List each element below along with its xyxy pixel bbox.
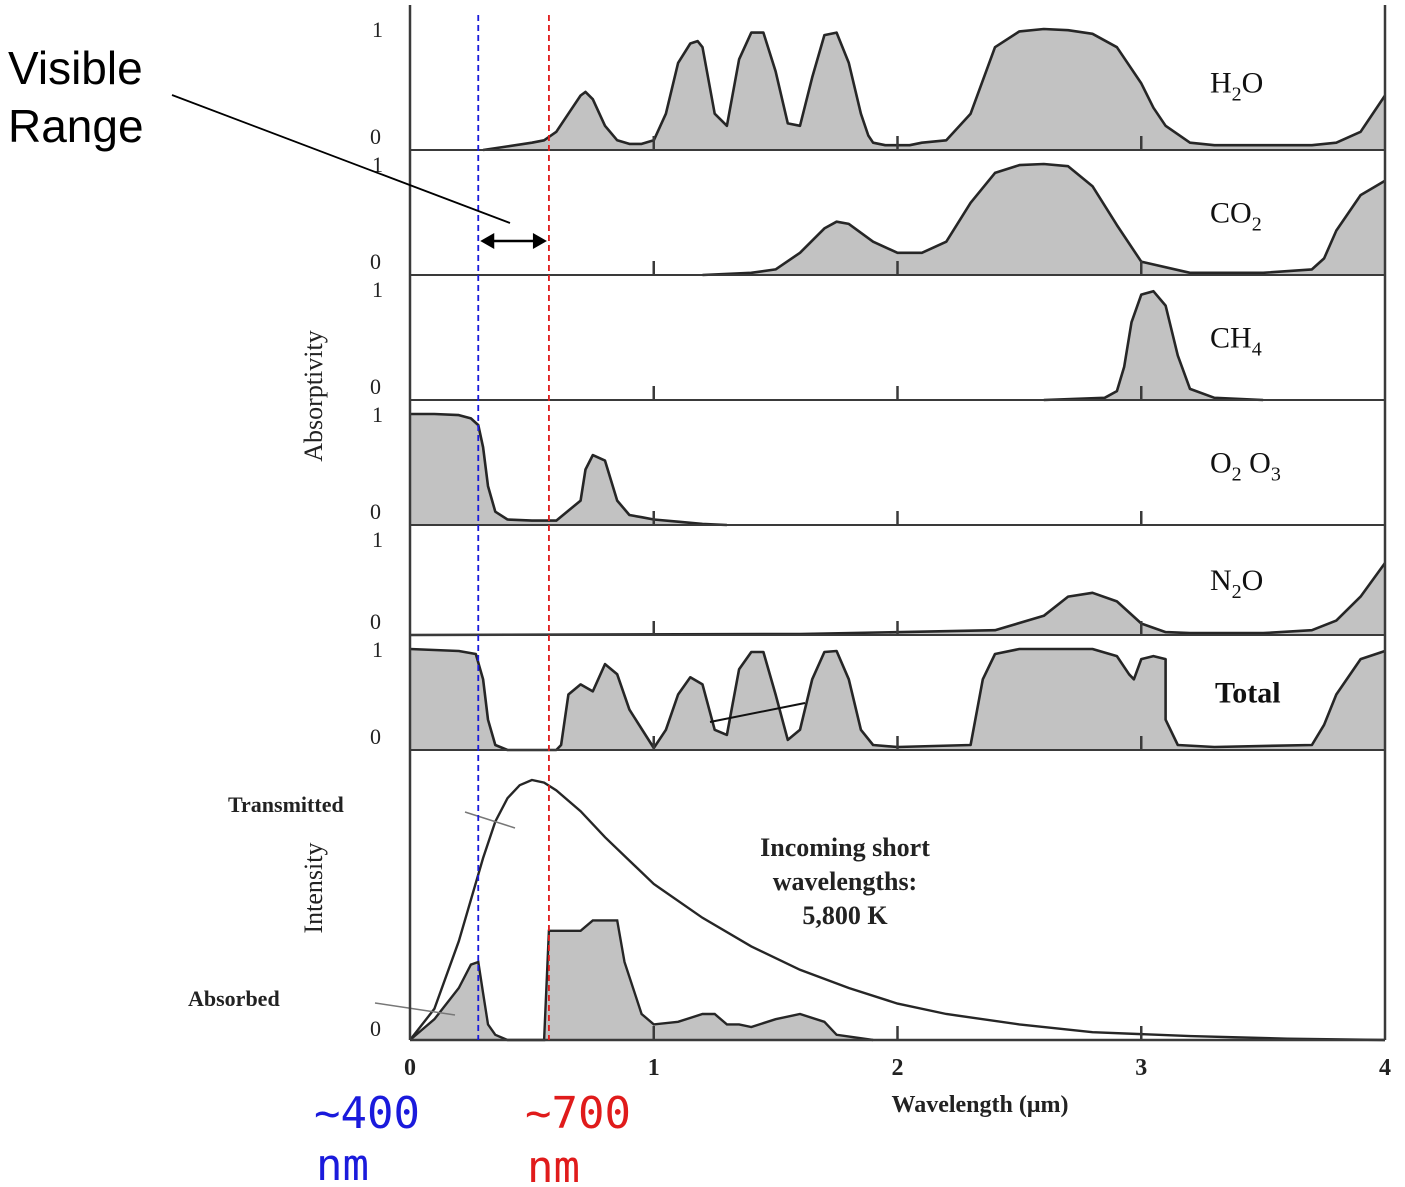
axes-layer: 0 1 2 3 4 Wavelength (μm) Absorptivity Intensit… — [299, 5, 1391, 1118]
y-tick-0-h2o: 0 — [370, 124, 381, 149]
area-ch4 — [1043, 291, 1264, 400]
x-tick-label-2: 2 — [892, 1055, 904, 1081]
curve-absorbed — [409, 919, 874, 1042]
label-transmitted: Transmitted — [228, 792, 344, 817]
y-tick-0-co2: 0 — [370, 249, 381, 274]
intensity-title-line-1: Incoming short — [760, 833, 930, 862]
panel-o2o3: 1 0 O2 O3 — [370, 402, 1385, 527]
curve-o2o3 — [410, 412, 727, 527]
series-label-o2o3: O2 O3 — [1210, 447, 1281, 486]
y-tick-1-o2o3: 1 — [372, 402, 383, 427]
red-marker-unit: nm — [527, 1142, 580, 1187]
label-absorbed: Absorbed — [188, 986, 280, 1011]
visible-range-pointer — [171, 94, 511, 224]
y-axis-title-intensity: Intensity — [299, 843, 328, 934]
x-axis-title: Wavelength (μm) — [892, 1092, 1069, 1118]
transmitted-pointer — [464, 811, 516, 829]
range-arrow-right-head — [532, 233, 547, 249]
panel-n2o: 1 0 N2O — [370, 527, 1387, 637]
y-tick-0-intensity: 0 — [370, 1016, 381, 1041]
area-o2o3 — [410, 414, 727, 525]
curve-total — [409, 647, 1386, 752]
panel-h2o: 1 0 H2O — [370, 17, 1387, 152]
area-co2 — [702, 164, 1385, 275]
area-h2o — [483, 29, 1386, 150]
curve-ch4 — [1043, 289, 1264, 402]
y-tick-0-n2o: 0 — [370, 609, 381, 634]
x-tick-label-4: 4 — [1379, 1055, 1391, 1081]
y-tick-1-h2o: 1 — [372, 17, 383, 42]
y-axis-title-absorptivity: Absorptivity — [299, 330, 328, 461]
absorptivity-panels: 1 0 H2O 1 0 CO2 1 0 CH4 1 0 O2 O3 1 0 N2O 1 0 Total — [370, 17, 1387, 752]
x-tick-label-3: 3 — [1135, 1055, 1147, 1081]
intensity-panel: 0 Transmitted Absorbed Incoming short wavele… — [188, 778, 1386, 1042]
total-pointer-line — [709, 702, 806, 723]
x-tick-label-1: 1 — [648, 1055, 660, 1081]
y-tick-0-o2o3: 0 — [370, 499, 381, 524]
y-tick-1-n2o: 1 — [372, 527, 383, 552]
y-tick-1-co2: 1 — [372, 152, 383, 177]
area-absorbed — [410, 920, 874, 1040]
area-total — [410, 649, 1385, 750]
blue-marker-unit: nm — [316, 1140, 369, 1187]
range-arrow-left-head — [480, 233, 495, 249]
series-label-h2o: H2O — [1210, 67, 1263, 106]
panel-total: 1 0 Total — [370, 637, 1386, 752]
series-label-ch4: CH4 — [1210, 322, 1262, 361]
y-tick-1-total: 1 — [372, 637, 383, 662]
series-label-total: Total — [1215, 677, 1281, 710]
curve-h2o — [482, 27, 1387, 152]
visible-range-label-line-1: Visible — [8, 42, 143, 94]
intensity-title-line-3: 5,800 K — [802, 901, 888, 930]
absorbed-pointer — [374, 1002, 456, 1016]
panel-co2: 1 0 CO2 — [370, 152, 1386, 277]
intensity-title-line-2: wavelengths: — [773, 867, 917, 896]
y-tick-0-total: 0 — [370, 724, 381, 749]
curve-co2 — [702, 162, 1386, 277]
panel-ch4: 1 0 CH4 — [370, 277, 1385, 402]
red-marker-value: ~700 — [525, 1088, 631, 1139]
y-tick-0-ch4: 0 — [370, 374, 381, 399]
series-label-n2o: N2O — [1210, 564, 1263, 603]
visible-range-label-line-2: Range — [8, 100, 144, 152]
x-tick-label-0: 0 — [404, 1055, 416, 1081]
y-tick-1-ch4: 1 — [372, 277, 383, 302]
series-label-co2: CO2 — [1210, 197, 1262, 236]
blue-marker-value: ~400 — [314, 1088, 420, 1139]
